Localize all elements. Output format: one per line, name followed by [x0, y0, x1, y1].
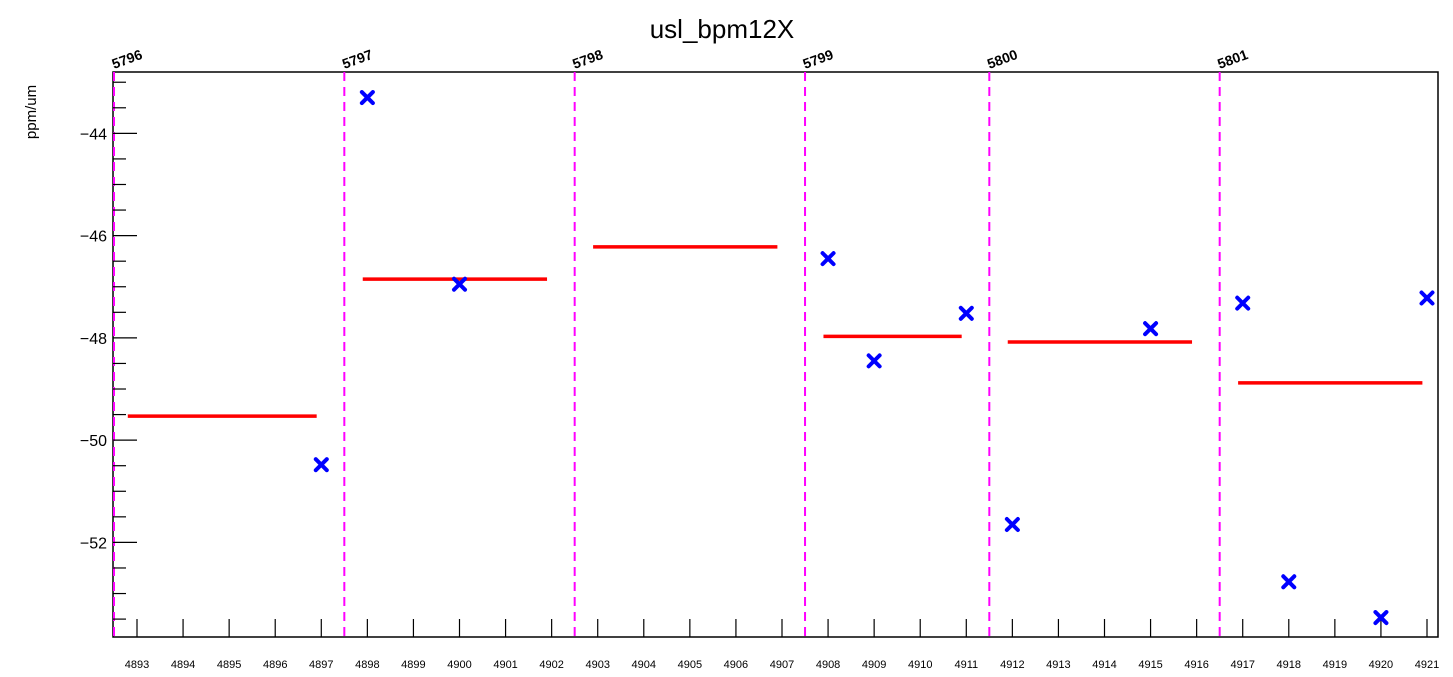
run-boundary-label: 5797: [340, 46, 375, 72]
x-tick-label: 4907: [770, 659, 794, 671]
data-point-stroke: [958, 305, 974, 321]
y-tick-label: −44: [80, 126, 107, 143]
x-tick-label: 4916: [1184, 659, 1208, 671]
x-tick-label: 4908: [816, 659, 840, 671]
data-point-stroke: [1419, 290, 1435, 306]
x-tick-label: 4896: [263, 659, 287, 671]
run-boundary-label: 5800: [985, 46, 1020, 72]
x-tick-label: 4914: [1092, 659, 1116, 671]
data-point: [1004, 517, 1020, 533]
x-tick-label: 4898: [355, 659, 379, 671]
data-point: [866, 353, 882, 369]
y-tick-label: −48: [80, 331, 107, 348]
data-point-stroke: [1373, 610, 1389, 626]
run-boundary-label: 5799: [801, 46, 836, 72]
x-tick-label: 4921: [1415, 659, 1439, 671]
x-tick-label: 4919: [1323, 659, 1347, 671]
data-point-stroke: [1235, 295, 1251, 311]
run-boundary-label: 5798: [570, 46, 605, 72]
run-boundary-label: 5801: [1215, 46, 1250, 72]
data-point-stroke: [1143, 321, 1159, 337]
x-tick-label: 4920: [1369, 659, 1393, 671]
x-tick-label: 4904: [632, 659, 656, 671]
x-tick-label: 4895: [217, 659, 241, 671]
y-tick-label: −52: [80, 535, 107, 552]
x-tick-label: 4905: [678, 659, 702, 671]
run-averages: [127, 245, 1423, 418]
chart-title: usl_bpm12X: [650, 14, 795, 44]
x-tick-label: 4918: [1277, 659, 1301, 671]
x-tick-label: 4909: [862, 659, 886, 671]
x-tick-label: 4902: [539, 659, 563, 671]
data-points: [313, 90, 1435, 626]
data-point: [1281, 574, 1297, 590]
x-tick-label: 4911: [954, 659, 978, 671]
data-point-stroke: [820, 251, 836, 267]
data-point-stroke: [359, 90, 375, 106]
data-point-stroke: [452, 276, 467, 292]
x-tick-label: 4897: [309, 659, 333, 671]
data-point: [313, 457, 329, 473]
x-tick-label: 4906: [724, 659, 748, 671]
data-point: [958, 305, 974, 321]
x-tick-label: 4910: [908, 659, 932, 671]
x-tick-label: 4899: [401, 659, 425, 671]
x-tick-label: 4893: [125, 659, 149, 671]
y-axis-label: ppm/um: [23, 85, 40, 139]
data-point: [452, 276, 467, 292]
x-tick-label: 4912: [1000, 659, 1024, 671]
data-point: [1373, 610, 1389, 626]
plot-frame: [112, 71, 1439, 638]
data-point: [820, 251, 836, 267]
data-point: [1143, 321, 1159, 337]
x-tick-label: 4900: [447, 659, 471, 671]
y-axis: −44 −46 −48 −50 −52: [80, 81, 137, 620]
data-point: [1235, 295, 1251, 311]
data-point: [1419, 290, 1435, 306]
data-point-stroke: [313, 457, 329, 473]
x-axis: 4893 4894 4895 4896 4897 4898 4899 4900 4901 4902…: [125, 619, 1439, 671]
x-tick-label: 4903: [585, 659, 609, 671]
y-tick-label: −50: [80, 433, 107, 450]
x-tick-label: 4915: [1138, 659, 1162, 671]
y-tick-label: −46: [80, 229, 107, 246]
data-point-stroke: [1004, 517, 1020, 533]
run-boundary-label: 5796: [110, 46, 145, 72]
x-tick-label: 4901: [493, 659, 517, 671]
x-tick-label: 4894: [171, 659, 195, 671]
x-tick-label: 4917: [1230, 659, 1254, 671]
data-point-stroke: [1281, 574, 1297, 590]
x-tick-label: 4913: [1046, 659, 1070, 671]
data-point: [359, 90, 375, 106]
data-point-stroke: [866, 353, 882, 369]
